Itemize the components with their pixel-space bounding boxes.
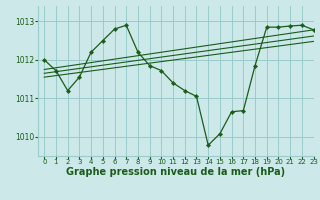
X-axis label: Graphe pression niveau de la mer (hPa): Graphe pression niveau de la mer (hPa) [67, 167, 285, 177]
